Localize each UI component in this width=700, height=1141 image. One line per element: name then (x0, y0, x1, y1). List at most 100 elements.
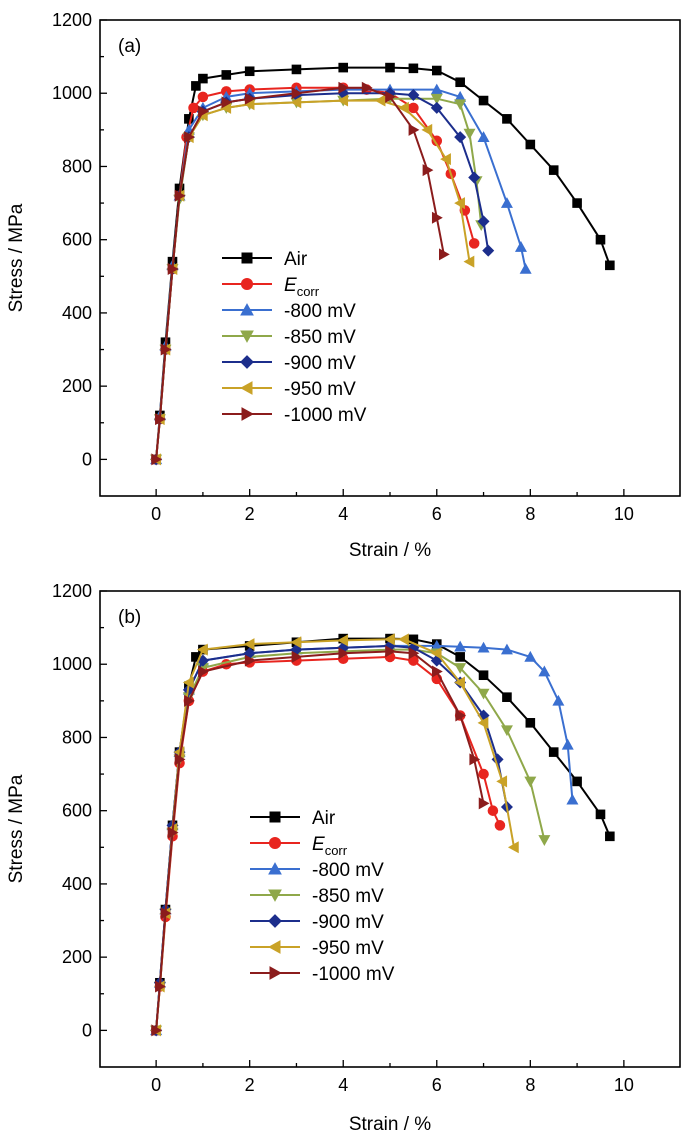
data-point (338, 62, 349, 73)
data-point (538, 835, 551, 846)
data-point (454, 663, 467, 674)
legend-item: -950 mV (222, 379, 356, 400)
data-point (566, 793, 579, 805)
data-point (463, 128, 476, 140)
series-line (155, 66, 611, 460)
data-point (408, 634, 419, 645)
x-tick-label: 2 (245, 504, 255, 524)
data-point (422, 164, 434, 177)
data-point (431, 135, 443, 147)
data-point (500, 643, 513, 655)
y-tick-label: 1000 (52, 654, 92, 674)
data-point (244, 654, 256, 667)
data-point (291, 87, 303, 100)
data-point (385, 62, 395, 73)
data-point (290, 636, 302, 649)
x-tick-label: 10 (614, 1075, 634, 1095)
legend-marker (240, 303, 254, 316)
data-point (174, 189, 186, 202)
data-point (385, 645, 396, 658)
y-tick-label: 200 (62, 376, 92, 396)
legend-label: Air (284, 249, 308, 270)
data-point (151, 1024, 163, 1037)
data-point (198, 105, 209, 118)
series-line (155, 650, 485, 1031)
data-point (605, 831, 615, 842)
series-line (155, 88, 527, 460)
series-line (155, 86, 445, 460)
legend-label: -850 mV (312, 886, 384, 907)
legend-label: -950 mV (284, 379, 356, 400)
data-point (519, 262, 532, 274)
data-point (151, 453, 163, 466)
data-point (167, 826, 179, 839)
data-point (431, 211, 443, 224)
data-point (454, 99, 467, 111)
data-point (478, 768, 489, 780)
data-point (408, 102, 419, 114)
data-point (454, 90, 467, 102)
data-point (595, 234, 606, 245)
data-point (514, 241, 527, 252)
legend-item: -950 mV (250, 938, 384, 959)
y-tick-label: 1200 (52, 10, 92, 30)
data-point (430, 101, 443, 114)
data-point (184, 694, 195, 707)
x-tick-label: 0 (151, 504, 161, 524)
data-point (595, 809, 606, 820)
data-point (552, 694, 565, 706)
legend-marker (268, 836, 282, 850)
data-point (155, 980, 166, 993)
y-tick-label: 1000 (52, 83, 92, 103)
data-point (430, 83, 443, 95)
data-point (548, 747, 559, 757)
data-point (220, 101, 232, 114)
data-point (524, 776, 537, 788)
y-tick-label: 200 (62, 947, 92, 967)
legend-marker (269, 811, 281, 823)
y-tick-label: 0 (82, 1020, 92, 1040)
data-point (430, 93, 443, 105)
data-point (361, 81, 373, 94)
legend-label: -1000 mV (284, 405, 367, 426)
data-point (455, 652, 465, 662)
data-point (477, 688, 490, 700)
data-point (337, 94, 349, 107)
legend-item: -900 mV (250, 912, 384, 933)
legend-b: Air Ecorr-800 mV -850 mV -900 mV -950 mV -100… (250, 808, 395, 985)
panel-label-b: (b) (118, 607, 141, 628)
data-point (160, 343, 172, 356)
data-point (374, 94, 386, 107)
data-point (430, 639, 443, 651)
data-point (191, 652, 201, 662)
legend-item: -1000 mV (250, 964, 395, 985)
series-group-a (150, 62, 615, 466)
data-point (431, 665, 443, 678)
data-point (196, 643, 208, 656)
x-tick-label: 8 (525, 1075, 535, 1095)
data-point (188, 102, 199, 114)
plot-frame-b (99, 590, 681, 1068)
data-point (454, 640, 467, 652)
data-point (338, 81, 350, 94)
legend-marker (241, 252, 253, 264)
y-tick-label: 400 (62, 303, 92, 323)
y-tick-label: 800 (62, 727, 92, 747)
legend-marker (268, 862, 282, 875)
data-point (478, 670, 489, 681)
data-point (408, 63, 419, 74)
series--1000mv (151, 645, 490, 1037)
x-axis-title-a: Strain / % (349, 540, 431, 561)
legend-item: Ecorr (250, 834, 348, 858)
y-tick-label: 0 (82, 449, 92, 469)
chart-panel-a: 0 2 4 6 8 10 0 200 400 600 800 1000 1200 Air Ecorr-80… (6, 10, 681, 561)
data-point (477, 716, 489, 729)
data-point (291, 650, 303, 663)
data-point (500, 725, 513, 737)
data-point (572, 776, 582, 787)
data-point (398, 101, 409, 114)
x-axis-title-b: Strain / % (349, 1114, 431, 1135)
data-point (477, 131, 490, 142)
data-point (430, 647, 442, 660)
data-point (524, 650, 537, 662)
